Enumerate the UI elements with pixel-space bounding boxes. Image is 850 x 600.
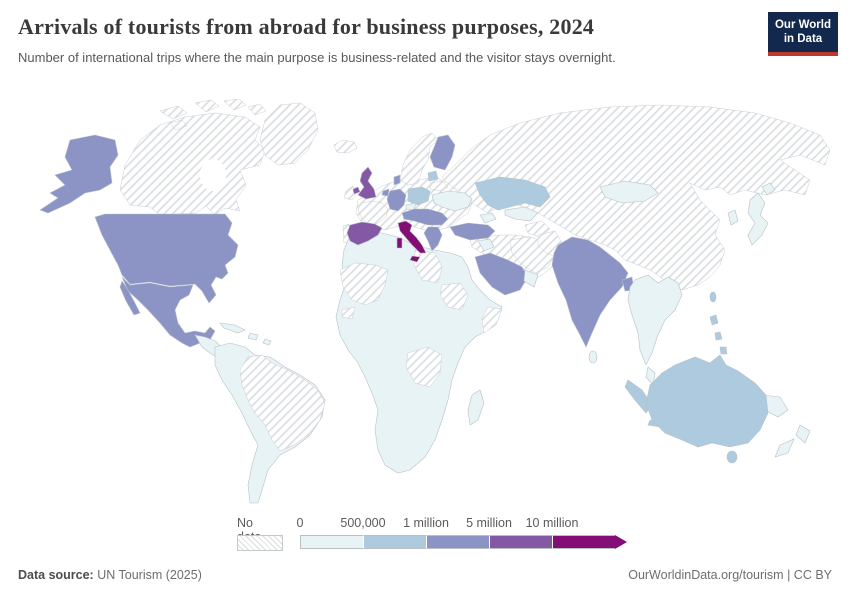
country-italy-sardinia[interactable] xyxy=(396,237,403,249)
data-source-label: Data source: xyxy=(18,568,94,582)
country-mexico-baja[interactable] xyxy=(119,280,141,316)
country-kazakhstan[interactable] xyxy=(474,176,551,211)
country-guinea[interactable] xyxy=(341,306,356,320)
region-caucasus[interactable] xyxy=(479,212,497,224)
country-brazil[interactable] xyxy=(239,354,326,452)
footer-link[interactable]: OurWorldinData.org/tourism | CC BY xyxy=(628,568,832,582)
country-belarus[interactable] xyxy=(429,180,449,192)
country-afghanistan[interactable] xyxy=(524,220,551,238)
country-madagascar[interactable] xyxy=(467,389,485,426)
legend-tick-500k: 500,000 xyxy=(340,516,386,530)
country-canada[interactable] xyxy=(119,112,266,216)
country-germany[interactable] xyxy=(386,188,407,212)
country-oman-uae[interactable] xyxy=(523,269,539,288)
country-philippines[interactable] xyxy=(709,314,728,355)
legend-bin-1[interactable] xyxy=(363,535,426,549)
country-uk-ni[interactable] xyxy=(352,186,361,195)
hudson-bay xyxy=(200,159,226,191)
country-spain[interactable] xyxy=(346,221,383,246)
country-mexico[interactable] xyxy=(121,276,216,348)
legend-tick-10m: 10 million xyxy=(525,516,579,530)
region-central-asia[interactable] xyxy=(504,206,539,222)
country-poland[interactable] xyxy=(407,186,431,206)
country-somalia[interactable] xyxy=(481,306,503,334)
region-caribbean[interactable] xyxy=(247,332,272,346)
country-greenland[interactable] xyxy=(259,102,319,166)
region-balkans-greece[interactable] xyxy=(423,226,443,252)
country-australia-tasmania[interactable] xyxy=(726,450,738,464)
legend-bin-3[interactable] xyxy=(489,535,552,549)
country-uk[interactable] xyxy=(357,166,377,200)
country-ukraine[interactable] xyxy=(431,190,473,212)
country-south-korea[interactable] xyxy=(727,209,739,226)
country-netherlands[interactable] xyxy=(381,188,390,197)
country-denmark[interactable] xyxy=(393,174,401,186)
country-mongolia[interactable] xyxy=(599,180,659,204)
legend-bin-2[interactable] xyxy=(426,535,489,549)
country-australia[interactable] xyxy=(645,354,769,448)
legend-bin-0[interactable] xyxy=(300,535,363,549)
country-syria[interactable] xyxy=(477,238,495,252)
country-alaska[interactable] xyxy=(39,134,119,214)
world-choropleth-map[interactable] xyxy=(10,95,840,510)
country-saudi-arabia[interactable] xyxy=(474,252,529,296)
country-turkey[interactable] xyxy=(449,222,496,241)
country-japan-hokkaido[interactable] xyxy=(761,182,776,196)
legend-tick-0: 0 xyxy=(296,516,304,530)
country-usa[interactable] xyxy=(94,213,239,304)
country-india[interactable] xyxy=(551,236,629,348)
legend-tick-5m: 5 million xyxy=(466,516,512,530)
country-sri-lanka[interactable] xyxy=(588,350,598,364)
country-japan[interactable] xyxy=(747,192,769,246)
country-italy[interactable] xyxy=(397,220,427,254)
logo-line2: in Data xyxy=(783,33,823,46)
country-indonesia-sumatra[interactable] xyxy=(624,379,653,414)
country-sudan[interactable] xyxy=(439,282,469,311)
data-source-value: UN Tourism (2025) xyxy=(93,568,202,582)
footer: Data source: UN Tourism (2025) OurWorldi… xyxy=(18,568,832,582)
country-libya[interactable] xyxy=(413,249,443,284)
country-italy-sicily[interactable] xyxy=(409,255,421,263)
country-new-zealand-north[interactable] xyxy=(795,424,811,444)
country-cuba[interactable] xyxy=(219,322,246,334)
country-iceland[interactable] xyxy=(333,139,358,154)
legend-arrow-icon xyxy=(615,535,627,549)
arctic-islands xyxy=(159,98,267,131)
logo-line1: Our World xyxy=(774,19,831,31)
page-title: Arrivals of tourists from abroad for bus… xyxy=(18,14,595,39)
legend-no-data-swatch[interactable] xyxy=(237,535,283,551)
region-baltics[interactable] xyxy=(427,170,439,182)
region-west-sahara[interactable] xyxy=(339,262,389,306)
country-dr-congo[interactable] xyxy=(405,346,443,388)
country-norway-sweden[interactable] xyxy=(399,132,439,186)
country-france[interactable] xyxy=(357,200,389,226)
legend-tick-1m: 1 million xyxy=(403,516,449,530)
country-taiwan[interactable] xyxy=(709,291,717,303)
region-southeast-asia[interactable] xyxy=(627,274,683,366)
country-finland[interactable] xyxy=(429,134,456,171)
legend-bin-4[interactable] xyxy=(552,535,615,549)
owid-logo[interactable]: Our World in Data xyxy=(768,12,838,56)
page-subtitle: Number of international trips where the … xyxy=(18,50,616,65)
legend-color-scale xyxy=(300,535,627,549)
country-new-zealand-south[interactable] xyxy=(774,438,795,458)
region-austria-hungary-romania[interactable] xyxy=(401,208,449,226)
